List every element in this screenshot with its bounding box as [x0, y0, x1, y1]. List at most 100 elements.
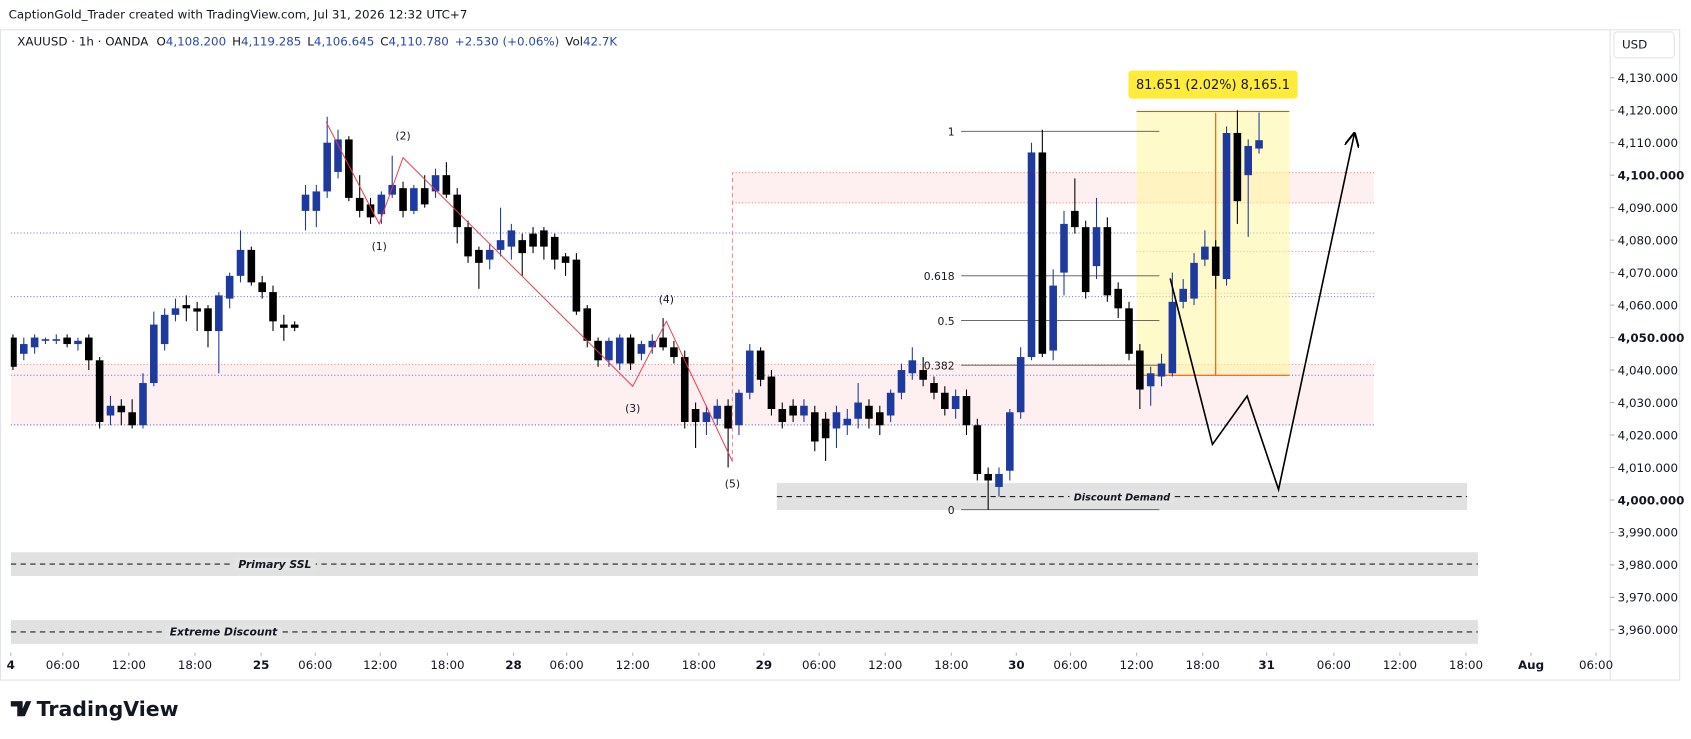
candle-body	[767, 376, 776, 410]
candle-body	[1201, 246, 1209, 260]
range-label: 81.651 (2.02%) 8,165.1	[1128, 70, 1298, 99]
candle-body	[984, 473, 992, 481]
range-label-text: 81.651 (2.02%) 8,165.1	[1136, 78, 1290, 93]
x-tick-label: 18:00	[430, 658, 464, 672]
logo: TradingView	[10, 697, 179, 721]
candle-body	[1157, 363, 1166, 377]
candle-body	[225, 275, 234, 299]
x-tick-label: 28	[505, 658, 522, 672]
currency-button[interactable]	[1613, 31, 1675, 59]
candle-body	[1049, 285, 1057, 351]
candle-body	[442, 175, 451, 195]
x-tick-label: 12:00	[112, 658, 146, 672]
candle-body	[1255, 140, 1263, 149]
candle-body	[648, 340, 657, 348]
y-tick-label: 4,080.000	[1618, 233, 1678, 247]
candle-body	[355, 197, 364, 211]
ohlc-key: O	[156, 34, 165, 48]
candle-body	[832, 412, 841, 429]
ohlc-value: 4,106.645	[314, 34, 374, 48]
candle-body	[540, 230, 548, 247]
candle-body	[550, 236, 559, 260]
zone-label: Discount Demand	[1074, 492, 1171, 503]
candle-body	[431, 175, 440, 192]
candle-body	[85, 337, 93, 361]
candle-body	[41, 339, 50, 341]
candle-body	[1071, 210, 1079, 228]
candle-body	[810, 412, 819, 442]
ohlc-value: 4,119.285	[241, 34, 301, 48]
y-tick-label: 3,980.000	[1618, 558, 1678, 572]
candle-body	[919, 370, 927, 380]
candle-body	[886, 392, 895, 416]
x-tick-label: 18:00	[178, 658, 212, 672]
candle-body	[485, 249, 494, 260]
candle-body	[215, 295, 223, 332]
currency: USD	[1622, 38, 1647, 52]
vol-value: 42.7K	[583, 34, 618, 48]
candle-body	[529, 233, 537, 247]
candle-body	[995, 473, 1003, 487]
vol-key: Vol	[565, 34, 583, 48]
candle-body	[626, 337, 635, 364]
plot: Discount Demand Primary SSL Extreme Discou…	[10, 110, 1478, 644]
chart-frame	[0, 29, 1681, 681]
candle-body	[312, 191, 321, 211]
x-tick-label: 25	[253, 658, 270, 672]
candle-body	[204, 308, 212, 332]
candle-body	[800, 405, 808, 416]
candle-body	[691, 409, 700, 423]
candle-body	[19, 344, 28, 354]
candle-body	[1103, 227, 1112, 296]
candle-body	[518, 240, 527, 254]
y-tick-label: 3,970.000	[1618, 591, 1678, 605]
candle-body	[410, 188, 418, 211]
ohlc-key: L	[307, 34, 314, 48]
zone-label: Extreme Discount	[170, 626, 278, 639]
zone-label-bg	[234, 557, 316, 571]
candle-body	[1179, 288, 1187, 302]
candle-body	[464, 227, 472, 257]
ohlc-key: H	[232, 34, 241, 48]
candle-body	[572, 259, 581, 312]
candle-body	[1081, 227, 1090, 293]
candle-body	[106, 405, 115, 416]
candle-body	[10, 337, 17, 367]
y-tick-label: 4,070.000	[1618, 266, 1678, 280]
legend-line: XAUUSD · 1h · OANDA O4,108.200 H4,119.28…	[17, 34, 618, 48]
candle-body	[561, 256, 570, 263]
candle-body	[388, 184, 396, 195]
candle-body	[1168, 301, 1177, 374]
y-tick-label: 4,090.000	[1618, 201, 1678, 215]
candle-body	[930, 383, 938, 393]
candle-body	[1027, 152, 1036, 358]
wave-label: (1)	[372, 240, 387, 253]
candle-body	[269, 292, 277, 322]
candle-body	[605, 340, 613, 361]
candle-body	[1016, 357, 1025, 413]
y-tick-label: 4,020.000	[1618, 428, 1678, 442]
candle-body	[63, 337, 71, 345]
candle-body	[821, 418, 830, 439]
candle-body	[1211, 246, 1220, 276]
y-tick-label: 4,030.000	[1618, 396, 1678, 410]
candle-body	[150, 324, 158, 384]
ohlc-value: 4,110.780	[388, 34, 448, 48]
candle-body	[1060, 223, 1068, 273]
candle-body	[290, 324, 299, 328]
candle-body	[1038, 152, 1047, 354]
x-tick-label: 12:00	[1120, 658, 1154, 672]
candle-body	[1233, 132, 1242, 202]
candle-body	[236, 249, 245, 276]
candle-body	[876, 412, 884, 426]
fib-label: 0.5	[937, 315, 954, 328]
candle-body	[193, 308, 201, 312]
x-tick-label: 29	[756, 658, 773, 672]
candle-body	[659, 337, 667, 348]
candle-body	[670, 347, 678, 358]
zone-label-bg	[165, 625, 282, 639]
candle-body	[247, 249, 256, 283]
fib-label: 0.618	[924, 270, 955, 283]
